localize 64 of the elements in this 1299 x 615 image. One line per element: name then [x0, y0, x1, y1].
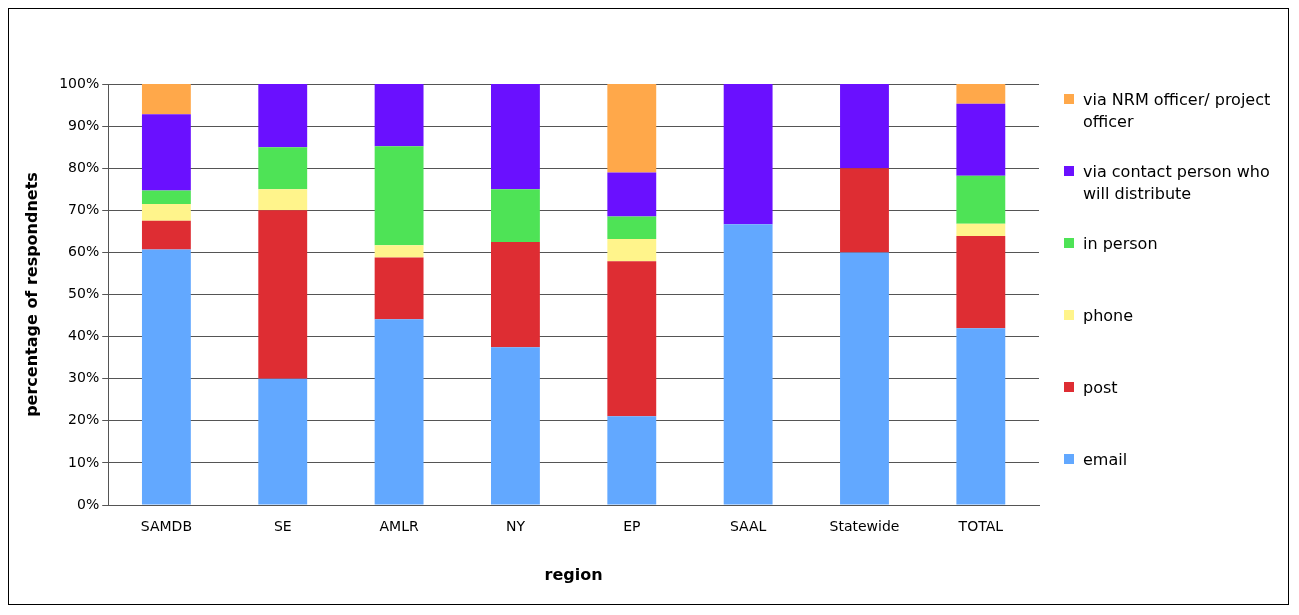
x-tick-label: SAMDB: [140, 518, 192, 535]
bar: [607, 84, 657, 173]
legend-label: in person: [1083, 233, 1158, 255]
bar: [723, 84, 773, 225]
bar: [258, 210, 308, 379]
bar: [258, 189, 308, 211]
x-tick-label: TOTAL: [957, 518, 1004, 535]
y-tick-label: 80%: [68, 158, 100, 175]
y-tick-label: 40%: [68, 327, 100, 344]
bar: [840, 252, 889, 505]
y-tick-label: 30%: [68, 369, 100, 386]
bar: [491, 241, 540, 348]
bar: [374, 84, 424, 147]
y-tick-label: 10%: [68, 453, 100, 470]
bar: [258, 147, 308, 190]
y-tick-label: 0%: [77, 495, 100, 512]
bar: [607, 416, 657, 505]
bar: [491, 347, 540, 505]
legend-label: post: [1083, 377, 1118, 399]
bar: [840, 168, 889, 253]
bar: [141, 84, 191, 115]
bar: [491, 189, 540, 242]
bar: [374, 319, 424, 505]
legend-label: email: [1083, 449, 1128, 471]
bar: [956, 235, 1006, 329]
bar: [840, 84, 889, 169]
bar: [374, 257, 424, 320]
y-tick-label: 100%: [59, 74, 100, 91]
x-tick-label: EP: [623, 518, 641, 535]
bar: [141, 190, 191, 204]
bar: [141, 203, 191, 221]
y-tick-label: 20%: [68, 411, 100, 428]
legend-label: via contact person who will distribute: [1083, 161, 1271, 205]
y-axis-title: percentage of respondnets: [21, 172, 41, 417]
x-axis-title: region: [544, 564, 603, 584]
bar: [258, 84, 308, 148]
bar: [956, 175, 1006, 224]
bar: [723, 224, 773, 505]
bar: [258, 378, 308, 505]
bar: [607, 261, 657, 417]
bar: [956, 223, 1006, 236]
bar: [141, 220, 191, 250]
bar: [607, 172, 657, 217]
x-tick-label: Statewide: [829, 518, 900, 535]
bar: [491, 84, 540, 190]
x-tick-label: SE: [273, 518, 292, 535]
bar: [956, 328, 1006, 505]
bar: [374, 245, 424, 258]
bar: [956, 103, 1006, 176]
x-tick-label: SAAL: [729, 518, 767, 535]
bar: [374, 146, 424, 246]
bar: [607, 216, 657, 239]
y-tick-label: 60%: [68, 243, 100, 260]
bar: [956, 84, 1006, 104]
x-tick-label: AMLR: [379, 518, 419, 535]
y-tick-label: 70%: [68, 200, 100, 217]
y-tick-label: 50%: [68, 285, 100, 302]
bar: [141, 114, 191, 191]
x-tick-label: NY: [505, 518, 526, 535]
bar: [607, 238, 657, 262]
legend-label: via NRM officer/ project officer: [1083, 89, 1272, 133]
bar: [141, 249, 191, 505]
y-tick-label: 90%: [68, 116, 100, 133]
legend-label: phone: [1083, 305, 1134, 327]
